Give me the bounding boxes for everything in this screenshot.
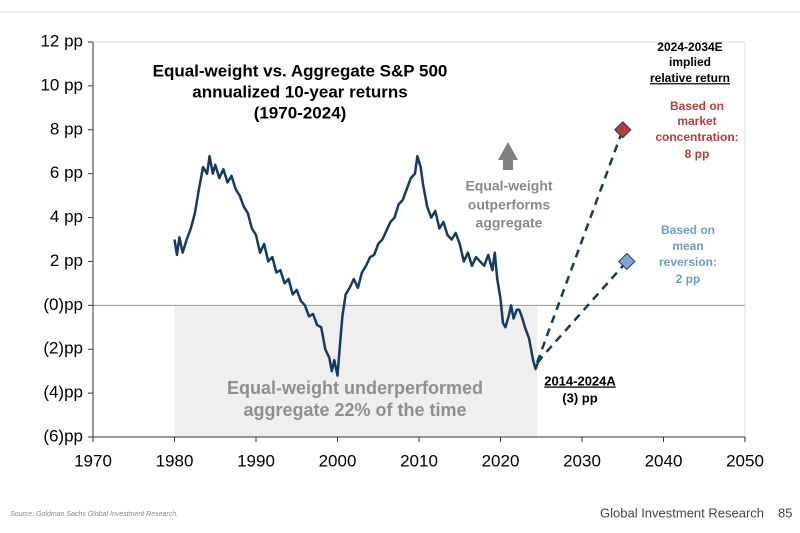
annotation: 8 pp bbox=[685, 147, 710, 161]
x-tick-label: 2030 bbox=[563, 451, 601, 470]
y-tick-label: (2)pp bbox=[43, 339, 83, 358]
underperform-zone bbox=[174, 305, 538, 437]
projection-line bbox=[536, 260, 628, 364]
x-tick-label: 1970 bbox=[74, 451, 112, 470]
y-tick-label: 8 pp bbox=[50, 119, 83, 138]
annotation: Equal-weight underperformed bbox=[227, 378, 483, 398]
annotation: 2 pp bbox=[676, 272, 701, 286]
annotation: concentration: bbox=[655, 130, 738, 144]
series-line bbox=[173, 154, 543, 377]
y-tick-label: (6)pp bbox=[43, 426, 83, 445]
annotation: aggregate 22% of the time bbox=[243, 400, 466, 420]
annotation: 2024-2034E bbox=[657, 40, 722, 54]
annotation: aggregate bbox=[476, 215, 543, 231]
chart-title: (1970-2024) bbox=[254, 103, 347, 122]
chart-title: Equal-weight vs. Aggregate S&P 500 bbox=[153, 61, 448, 80]
x-tick-label: 2010 bbox=[400, 451, 438, 470]
projection-marker bbox=[618, 252, 636, 271]
y-tick-label: 2 pp bbox=[50, 251, 83, 270]
projection-line bbox=[536, 129, 624, 363]
annotation: reversion: bbox=[659, 255, 717, 269]
projection-marker bbox=[614, 121, 632, 139]
up-arrow bbox=[498, 142, 518, 170]
annotation: relative return bbox=[650, 71, 730, 85]
annotation: Based on bbox=[670, 99, 724, 113]
brand: Global Investment Research bbox=[600, 505, 764, 520]
x-tick-label: 2040 bbox=[645, 451, 683, 470]
annotation: (3) pp bbox=[562, 390, 597, 405]
y-tick-label: (0)pp bbox=[43, 295, 83, 314]
y-tick-label: (4)pp bbox=[43, 383, 83, 402]
annotation: Based on bbox=[661, 223, 715, 237]
y-tick-label: 6 pp bbox=[50, 163, 83, 182]
y-tick-label: 10 pp bbox=[40, 75, 83, 94]
page-number: 85 bbox=[778, 505, 792, 520]
annotation: outperforms bbox=[468, 197, 551, 213]
x-tick-label: 2000 bbox=[319, 451, 357, 470]
y-tick-label: 12 pp bbox=[40, 31, 83, 50]
annotation: 2014-2024A bbox=[544, 373, 616, 388]
annotation: implied bbox=[669, 55, 711, 69]
annotation: market bbox=[677, 114, 716, 128]
annotation: Equal-weight bbox=[465, 178, 552, 194]
chart-title: annualized 10-year returns bbox=[192, 82, 407, 101]
x-tick-label: 2050 bbox=[726, 451, 764, 470]
annotation: mean bbox=[672, 239, 703, 253]
x-tick-label: 2020 bbox=[482, 451, 520, 470]
x-tick-label: 1980 bbox=[156, 451, 194, 470]
y-tick-label: 4 pp bbox=[50, 207, 83, 226]
source: Source: Goldman Sachs Global Investment … bbox=[10, 511, 178, 518]
x-tick-label: 1990 bbox=[237, 451, 275, 470]
